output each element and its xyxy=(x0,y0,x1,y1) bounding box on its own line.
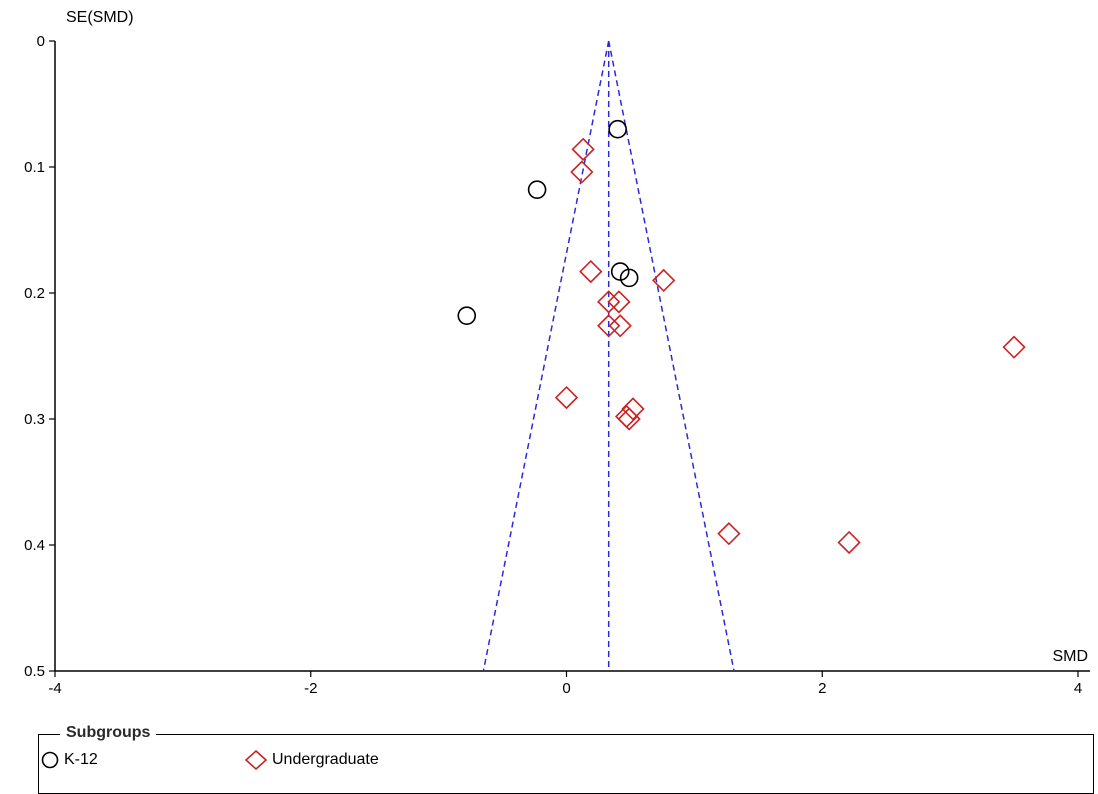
x-tick-label: -2 xyxy=(304,680,317,697)
undergraduate-point xyxy=(608,314,632,338)
undergraduate-point xyxy=(837,530,861,555)
x-axis-label: SMD xyxy=(1052,648,1088,665)
undergraduate-point xyxy=(571,137,595,161)
legend-label-k12: K-12 xyxy=(64,751,98,768)
axes: 0 0.1 0.2 0.3 0.4 0.5-4 -2 0 2 4 xyxy=(24,33,1090,697)
k12-point xyxy=(619,268,639,288)
y-tick-label: 0.1 xyxy=(24,159,45,176)
y-tick-label: 0.3 xyxy=(24,411,45,428)
x-tick-label: -4 xyxy=(48,680,61,697)
undergraduate-point xyxy=(570,160,594,184)
y-tick-label: 0.2 xyxy=(24,285,45,302)
x-tick-label: 0 xyxy=(562,680,570,697)
funnel-plot: 0 0.1 0.2 0.3 0.4 0.5-4 -2 0 2 4 SE(SMD) SMD xyxy=(24,9,1090,697)
k12-point xyxy=(608,119,627,139)
legend-title: Subgroups xyxy=(60,724,157,742)
legend-box xyxy=(38,734,1094,794)
undergraduate-point xyxy=(621,397,645,421)
undergraduate-point xyxy=(617,407,641,431)
y-tick-label: 0.5 xyxy=(24,663,45,680)
funnel-right-line xyxy=(607,40,735,672)
undergraduate-point xyxy=(717,522,741,546)
undergraduate-point xyxy=(554,385,579,410)
x-tick-label: 4 xyxy=(1074,680,1082,697)
y-axis-label: SE(SMD) xyxy=(66,9,134,26)
undergraduate-point xyxy=(597,314,621,338)
undergraduate-point xyxy=(652,268,676,293)
x-tick-label: 2 xyxy=(818,680,826,697)
undergraduate-point xyxy=(597,290,621,314)
legend-item-k12: K-12 xyxy=(40,750,98,770)
undergraduate-point xyxy=(579,259,603,284)
undergraduate-point xyxy=(607,290,631,314)
legend-item-undergraduate: Undergraduate xyxy=(244,750,379,770)
funnel-lines xyxy=(482,40,735,672)
diamond-marker-icon xyxy=(244,750,268,770)
circle-marker-icon xyxy=(41,751,59,769)
k12-point xyxy=(457,306,477,325)
data-points xyxy=(457,119,1026,555)
k12-point xyxy=(527,180,547,199)
y-tick-label: 0 xyxy=(37,33,45,50)
undergraduate-point xyxy=(1002,335,1026,359)
funnel-left-line xyxy=(482,40,610,672)
y-tick-label: 0.4 xyxy=(24,537,45,554)
legend-label-undergraduate: Undergraduate xyxy=(272,751,379,768)
